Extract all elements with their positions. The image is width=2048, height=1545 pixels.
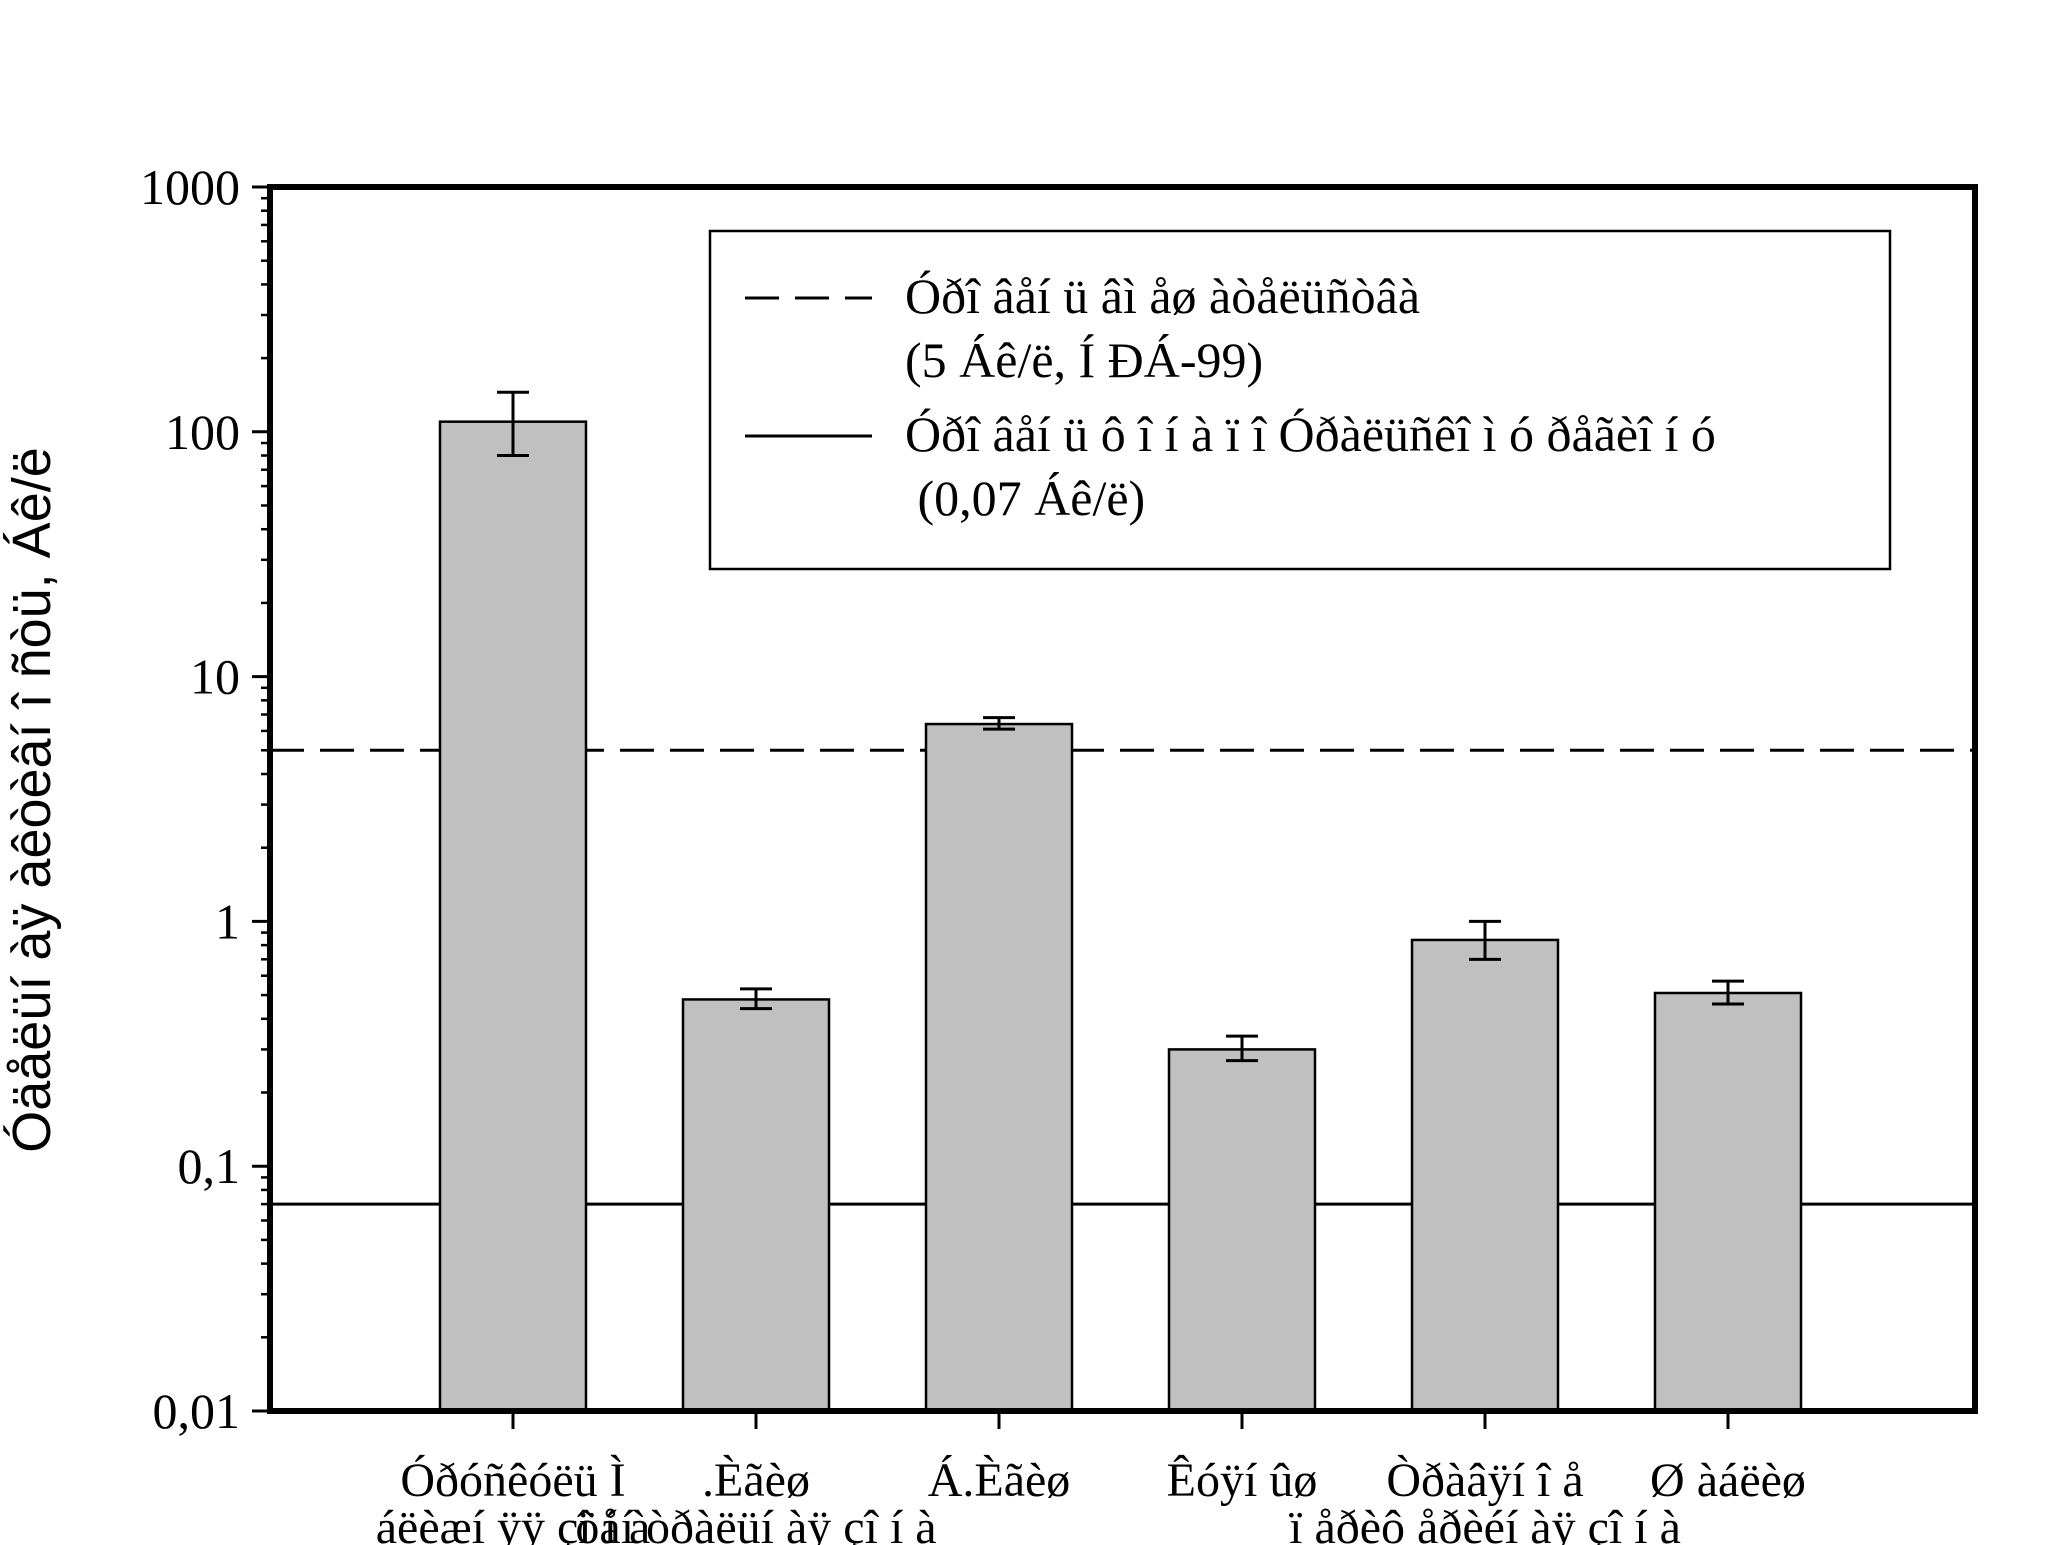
- bar-5: [1410, 938, 1560, 1413]
- legend-label: Óðî âåí ü âì åø àòåëüñòâà (5 Áê/ë, Í ÐÁ-9…: [905, 268, 1420, 388]
- bar-4: [1167, 1048, 1317, 1413]
- x-tick-label-line: áëèæí ÿÿ çî í à: [376, 1501, 651, 1545]
- bar-1: [438, 420, 588, 1413]
- error-bars-layer: [497, 390, 1744, 1063]
- legend-label-line: Óðî âåí ü ô î í à ï î Óðàëüñêî ì ó ðåãèî…: [905, 406, 1716, 462]
- x-tick-label-line: öåí òðàëüí àÿ çî í à: [575, 1501, 936, 1545]
- legend-entry-2: Óðî âåí ü ô î í à ï î Óðàëüñêî ì ó ðåãèî…: [745, 406, 1716, 526]
- legend: Óðî âåí ü âì åø àòåëüñòâà (5 Áê/ë, Í ÐÁ-9…: [708, 229, 1892, 571]
- error-bar-4: [1226, 1034, 1258, 1063]
- y-tick-label: 100: [165, 404, 240, 460]
- error-bar-1: [497, 390, 529, 458]
- y-ticks-layer: 1000 100 10 1 0,1 0,01: [140, 159, 270, 1439]
- legend-label-line: (0,07 Áê/ë): [905, 470, 1145, 526]
- bar-2: [681, 998, 831, 1413]
- y-tick-label: 1: [215, 893, 240, 949]
- legend-entry-1: Óðî âåí ü âì åø àòåëüñòâà (5 Áê/ë, Í ÐÁ-9…: [745, 268, 1420, 388]
- x-tick-label: Á.Èãèø: [928, 1454, 1071, 1507]
- y-axis-label: Óäåëüí àÿ àêòèâí î ñòü, Áê/ë: [2, 447, 62, 1153]
- legend-label: Óðî âåí ü ô î í à ï î Óðàëüñêî ì ó ðåãèî…: [905, 406, 1716, 526]
- x-tick-label-line: Êóÿí ûø: [1167, 1454, 1318, 1507]
- y-tick-label: 1000: [140, 159, 240, 215]
- axes-layer: [267, 184, 1978, 1414]
- legend-box: [708, 229, 1892, 571]
- error-bar-6: [1712, 979, 1744, 1006]
- y-tick-label: 0,01: [153, 1383, 241, 1439]
- legend-label-line: (5 Áê/ë, Í ÐÁ-99): [905, 332, 1263, 388]
- x-tick-label-line: .Èãèø: [702, 1454, 810, 1507]
- y-tick-label: 0,1: [178, 1138, 241, 1194]
- x-tick-label-line: Ø àáëèø: [1650, 1454, 1806, 1507]
- x-tick-label: .Èãèø öåí òðàëüí àÿ çî í à: [575, 1454, 936, 1545]
- x-tick-label: Êóÿí ûø: [1167, 1454, 1318, 1507]
- x-tick-label: Ø àáëèø: [1650, 1454, 1806, 1507]
- error-bar-3: [983, 716, 1015, 731]
- y-axis-label-layer: Óäåëüí àÿ àêòèâí î ñòü, Áê/ë: [2, 447, 62, 1153]
- x-tick-label-line: Óðóñêóëü Ì: [400, 1453, 625, 1507]
- bar-3: [924, 722, 1074, 1413]
- y-tick-label: 10: [190, 649, 240, 705]
- plot-frame: [267, 184, 1978, 1414]
- x-tick-label-line: Òðàâÿí î å: [1386, 1453, 1583, 1507]
- x-tick-label-line: Á.Èãèø: [928, 1454, 1071, 1507]
- error-bar-5: [1469, 919, 1501, 961]
- error-bar-2: [740, 987, 772, 1011]
- bar-6: [1653, 991, 1803, 1413]
- legend-label-line: Óðî âåí ü âì åø àòåëüñòâà: [905, 268, 1420, 324]
- x-tick-label-line: ï åðèô åðèéí àÿ çî í à: [1288, 1501, 1681, 1545]
